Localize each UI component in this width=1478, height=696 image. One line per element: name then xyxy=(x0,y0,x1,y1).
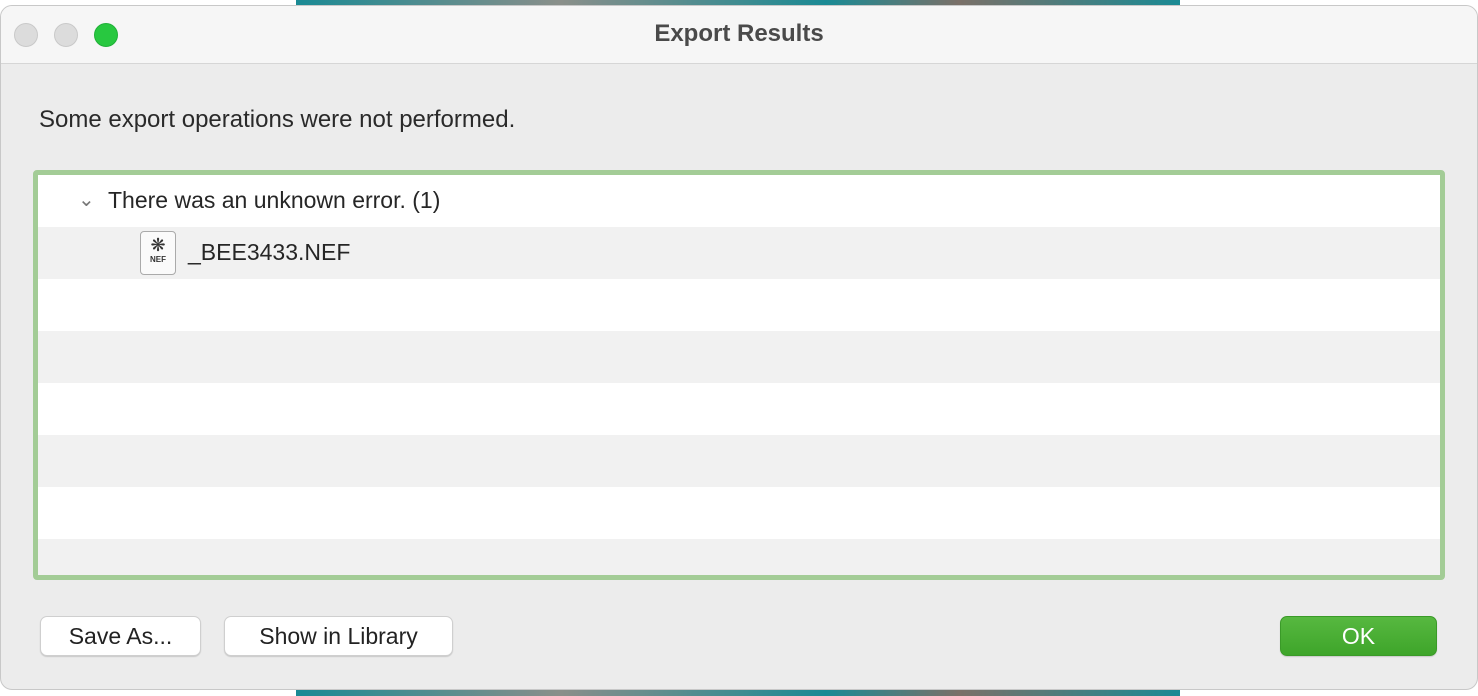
empty-row xyxy=(38,487,1440,539)
status-message: Some export operations were not performe… xyxy=(39,106,516,133)
empty-row xyxy=(38,279,1440,331)
empty-row xyxy=(38,331,1440,383)
nef-raw-file-icon: ❋ NEF xyxy=(140,231,176,275)
file-name: _BEE3433.NEF xyxy=(188,239,351,265)
error-group-row[interactable]: ⌄ There was an unknown error. (1) xyxy=(38,175,1440,227)
zoom-window-button[interactable] xyxy=(94,23,118,47)
title-bar: Export Results xyxy=(1,6,1477,64)
background-desktop-bottom xyxy=(296,688,1180,696)
empty-row xyxy=(38,435,1440,487)
close-window-button[interactable] xyxy=(14,23,38,47)
window-title: Export Results xyxy=(654,20,824,47)
background-desktop xyxy=(296,0,1180,8)
error-group-label: There was an unknown error. (1) xyxy=(108,187,441,213)
results-list[interactable]: ⌄ There was an unknown error. (1) ❋ NEF _… xyxy=(33,170,1445,580)
empty-row xyxy=(38,383,1440,435)
export-results-dialog: Export Results Some export operations we… xyxy=(0,5,1478,690)
empty-row xyxy=(38,539,1440,575)
ok-button[interactable]: OK xyxy=(1280,616,1437,656)
chevron-down-icon[interactable]: ⌄ xyxy=(78,189,95,211)
save-as-button[interactable]: Save As... xyxy=(40,616,201,656)
file-row[interactable]: ❋ NEF _BEE3433.NEF xyxy=(38,227,1440,279)
show-in-library-button[interactable]: Show in Library xyxy=(224,616,453,656)
minimize-window-button[interactable] xyxy=(54,23,78,47)
